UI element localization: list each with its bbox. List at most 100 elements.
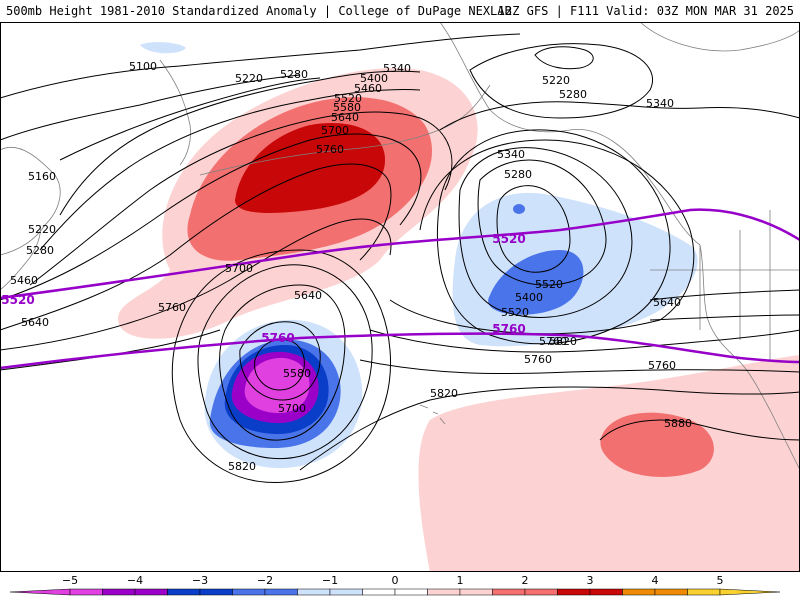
legend-swatch [69, 588, 103, 596]
height-label: 5760 [158, 301, 186, 314]
height-contour [419, 139, 695, 321]
height-label: 5400 [515, 291, 543, 304]
height-contour [171, 249, 392, 484]
height-contour [649, 289, 800, 301]
japan-coastline [0, 224, 41, 291]
legend-swatch [687, 588, 721, 596]
legend-tick-label: 3 [587, 574, 594, 587]
height-label: 5580 [333, 101, 361, 114]
asia-coastline [0, 146, 61, 256]
legend-swatch [427, 588, 461, 596]
height-label: 5640 [21, 316, 49, 329]
legend-swatch [492, 588, 526, 596]
height-label: 5220 [235, 72, 263, 85]
height-label: 5520 [501, 306, 529, 319]
legend-swatch [362, 588, 396, 596]
height-contour [0, 133, 422, 301]
height-contour [599, 419, 800, 441]
anomaly-area-pos3 [235, 123, 385, 213]
height-contour [59, 70, 421, 216]
height-label: 5520 [535, 278, 563, 291]
legend-swatch [199, 588, 233, 596]
height-label: 5640 [331, 111, 359, 124]
height-label: 5100 [129, 60, 157, 73]
anomaly-area-pos1 [418, 355, 800, 572]
legend-tick-label: 4 [652, 574, 659, 587]
legend-swatch [102, 588, 136, 596]
arctic-coastline [639, 22, 800, 52]
legend-swatch [297, 588, 331, 596]
height-contour [197, 264, 373, 460]
height-contour [477, 159, 607, 286]
height-label: 5640 [653, 296, 681, 309]
coastlines [0, 22, 800, 471]
height-contour [496, 185, 571, 273]
highlight-contours [0, 208, 800, 370]
legend-swatch [329, 588, 363, 596]
hawaii-islands [419, 404, 446, 425]
legend-swatch [524, 588, 558, 596]
height-label: 5280 [26, 244, 54, 257]
legend-swatch [589, 588, 623, 596]
height-label: 5880 [664, 417, 692, 430]
height-label: 5280 [559, 88, 587, 101]
legend-bar [9, 588, 781, 596]
highlight-label-5520: 5520 [492, 232, 525, 246]
height-label: 5400 [360, 72, 388, 85]
legend-swatch [557, 588, 591, 596]
highlight-contour-5520 [0, 208, 800, 300]
legend-swatch [459, 588, 493, 596]
height-label: 5460 [10, 274, 38, 287]
height-contour [219, 284, 346, 441]
height-contour [0, 33, 521, 99]
legend-tick-label: −3 [192, 574, 208, 587]
height-label: 5700 [278, 402, 306, 415]
legend-tick-label: 5 [717, 574, 724, 587]
height-contour [458, 147, 633, 318]
height-label: 5160 [28, 170, 56, 183]
legend-swatch [622, 588, 656, 596]
height-label: 5760 [316, 143, 344, 156]
height-contour [239, 321, 321, 401]
height-labels: 5100 5220 5280 5340 5400 5460 5520 5580 … [10, 60, 692, 473]
legend-tick-label: 0 [392, 574, 399, 587]
legend-swatch [134, 588, 168, 596]
anomaly-area-pos2 [600, 412, 714, 477]
legend-tick-label: −4 [127, 574, 143, 587]
legend-tick-label: −2 [257, 574, 273, 587]
legend-swatch [167, 588, 201, 596]
legend-swatch [394, 588, 428, 596]
legend-swatch [264, 588, 298, 596]
height-label: 5820 [549, 335, 577, 348]
height-label: 5820 [430, 387, 458, 400]
highlight-contour-5760 [0, 332, 800, 370]
height-label: 5220 [542, 74, 570, 87]
height-label: 5220 [28, 223, 56, 236]
height-contour [39, 88, 421, 251]
legend-swatch [232, 588, 266, 596]
height-label: 5700 [225, 262, 253, 275]
legend-background [0, 572, 800, 600]
height-label: 5460 [354, 82, 382, 95]
highlight-label-5520: 5520 [1, 293, 34, 307]
height-contour [439, 101, 800, 131]
height-label: 5340 [383, 62, 411, 75]
height-label: 5580 [283, 367, 311, 380]
map-title: 500mb Height 1981-2010 Standardized Anom… [6, 4, 512, 18]
alaska-coastline [439, 22, 701, 246]
legend-arrow-high [719, 588, 781, 596]
height-contour [359, 359, 800, 375]
anomaly-shading [117, 42, 800, 572]
north-america-coastline [699, 244, 800, 471]
legend-swatch [654, 588, 688, 596]
height-label: 5820 [228, 460, 256, 473]
run-valid-time: 12Z GFS | F111 Valid: 03Z MON MAR 31 202… [497, 4, 794, 18]
height-label: 5280 [280, 68, 308, 81]
legend-tick-label: 1 [457, 574, 464, 587]
height-contour [299, 386, 800, 471]
height-contour [0, 74, 301, 141]
height-contour [29, 111, 453, 286]
height-contour [469, 43, 653, 119]
aleutian-coastline [199, 84, 491, 176]
height-contour [369, 329, 800, 353]
